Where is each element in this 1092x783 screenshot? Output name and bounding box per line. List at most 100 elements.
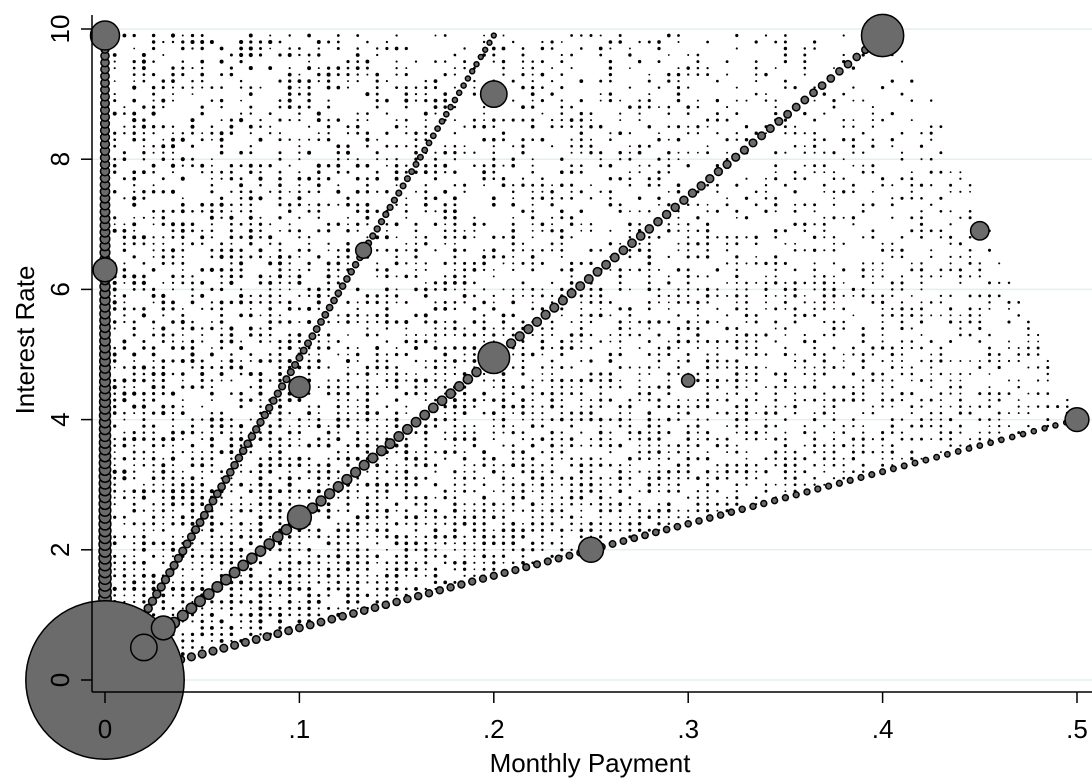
data-point bbox=[502, 463, 505, 467]
data-point bbox=[570, 489, 573, 493]
data-point bbox=[735, 327, 739, 330]
data-point bbox=[590, 184, 592, 187]
data-point bbox=[919, 424, 924, 428]
data-point bbox=[287, 320, 292, 324]
data-point bbox=[687, 288, 690, 291]
data-point bbox=[239, 372, 243, 376]
data-point bbox=[716, 509, 719, 512]
data-point bbox=[385, 307, 389, 311]
data-point bbox=[784, 451, 787, 454]
data-point bbox=[298, 568, 301, 571]
ridge-point bbox=[321, 310, 330, 319]
data-point bbox=[395, 509, 398, 512]
data-point bbox=[521, 183, 525, 187]
data-point bbox=[219, 137, 224, 142]
data-point bbox=[647, 489, 652, 493]
data-point bbox=[861, 326, 865, 331]
data-point bbox=[133, 412, 136, 415]
ridge-point bbox=[803, 488, 811, 496]
data-point bbox=[346, 202, 350, 207]
data-point bbox=[152, 360, 155, 362]
data-point bbox=[560, 268, 564, 272]
data-point bbox=[492, 386, 495, 389]
data-point bbox=[745, 99, 748, 102]
ridge-point bbox=[592, 266, 603, 277]
data-point bbox=[774, 255, 778, 259]
data-point bbox=[239, 222, 243, 226]
data-point bbox=[531, 73, 534, 76]
data-point bbox=[248, 92, 253, 96]
data-point bbox=[511, 242, 515, 246]
data-point bbox=[647, 40, 651, 44]
data-point bbox=[152, 184, 155, 187]
data-point bbox=[123, 366, 126, 369]
data-point bbox=[316, 599, 321, 604]
data-point bbox=[424, 548, 428, 552]
data-point bbox=[152, 170, 155, 174]
data-point bbox=[190, 463, 195, 468]
data-point bbox=[491, 541, 496, 546]
data-point bbox=[219, 372, 224, 376]
data-point bbox=[861, 339, 865, 344]
data-point bbox=[764, 353, 768, 356]
data-point bbox=[404, 352, 408, 357]
data-point bbox=[910, 99, 914, 102]
data-point bbox=[210, 171, 214, 174]
data-point bbox=[297, 196, 302, 201]
data-point bbox=[161, 606, 166, 611]
data-point bbox=[200, 632, 205, 637]
data-point bbox=[735, 404, 739, 409]
data-point bbox=[190, 430, 195, 435]
data-point bbox=[278, 489, 282, 494]
data-point bbox=[365, 59, 370, 64]
data-point bbox=[394, 573, 399, 578]
data-point bbox=[443, 450, 448, 454]
data-point bbox=[648, 164, 651, 167]
data-point bbox=[278, 509, 282, 513]
data-point bbox=[122, 456, 127, 461]
data-point bbox=[764, 34, 768, 37]
data-point bbox=[502, 138, 505, 142]
data-point bbox=[473, 431, 476, 434]
data-point bbox=[482, 137, 486, 142]
data-point bbox=[258, 528, 263, 533]
data-point bbox=[502, 235, 505, 239]
data-point bbox=[861, 470, 865, 473]
data-point bbox=[910, 196, 914, 200]
data-point bbox=[726, 151, 729, 154]
data-point bbox=[608, 72, 613, 77]
data-point bbox=[132, 280, 137, 285]
data-point bbox=[434, 301, 437, 304]
data-point bbox=[891, 197, 894, 200]
data-point bbox=[453, 424, 457, 428]
data-point bbox=[657, 333, 661, 337]
data-point bbox=[871, 281, 874, 284]
data-point bbox=[424, 268, 427, 271]
data-point bbox=[715, 502, 719, 506]
data-point bbox=[385, 594, 389, 597]
ridge-point bbox=[868, 471, 876, 479]
data-point bbox=[161, 216, 166, 220]
data-point bbox=[142, 145, 145, 148]
data-point bbox=[803, 73, 806, 76]
data-point bbox=[930, 138, 933, 141]
data-point bbox=[531, 405, 534, 408]
data-point bbox=[258, 248, 263, 253]
data-point bbox=[201, 574, 204, 577]
data-point bbox=[687, 516, 690, 519]
data-point bbox=[259, 633, 262, 636]
data-point bbox=[414, 222, 418, 226]
data-point bbox=[541, 535, 544, 539]
data-point bbox=[783, 372, 787, 376]
data-point bbox=[483, 340, 486, 343]
data-point bbox=[948, 417, 953, 422]
data-point bbox=[755, 73, 758, 76]
data-point bbox=[200, 371, 205, 377]
data-point bbox=[463, 483, 466, 486]
data-point bbox=[462, 281, 467, 285]
data-point bbox=[210, 470, 214, 473]
data-point bbox=[667, 469, 671, 474]
data-point bbox=[161, 157, 166, 161]
data-point bbox=[871, 190, 874, 193]
data-point bbox=[375, 476, 379, 480]
